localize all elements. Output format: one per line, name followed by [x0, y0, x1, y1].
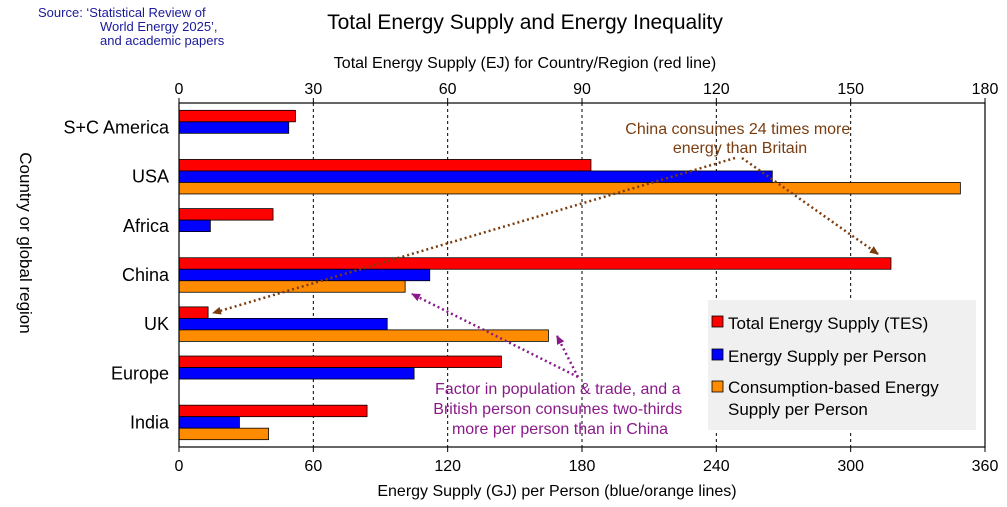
bar-per-person [178, 268, 431, 282]
bars [178, 109, 961, 441]
annotation-uk-arrow-to-china [411, 292, 579, 379]
bar-consumption [178, 182, 961, 195]
bar-tes [178, 404, 368, 418]
bottom-tick-label: 300 [837, 458, 864, 475]
source-line-3: and academic papers [100, 33, 225, 48]
annotation-china-line-1: China consumes 24 times more [625, 121, 850, 138]
legend-label-consumption: Consumption-based Energy Supply per Pers… [728, 378, 943, 419]
top-tick-label: 0 [175, 81, 184, 98]
bar-tes [178, 355, 502, 368]
axis-ticks: 0 60 120 180 240 300 360 0 30 60 90 120 150 180 [175, 81, 999, 475]
bar-per-person [178, 416, 240, 429]
legend-label-tes: Total Energy Supply (TES) [728, 314, 928, 333]
annotation-uk-arrow-to-uk [555, 335, 580, 378]
category-labels: S+C America USA Africa China UK Europe India [63, 118, 170, 433]
annotation-uk-line-3: more per person than in China [452, 421, 668, 438]
bar-tes [178, 306, 209, 319]
top-tick-label: 90 [573, 81, 591, 98]
category-label: India [130, 412, 170, 432]
bar-tes [178, 109, 296, 123]
legend-background [708, 300, 976, 430]
chart-title: Total Energy Supply and Energy Inequalit… [327, 11, 723, 34]
bar-consumption [178, 427, 269, 441]
bottom-axis-label: Energy Supply (GJ) per Person (blue/oran… [377, 483, 736, 500]
top-tick-label: 60 [439, 81, 457, 98]
top-tick-label: 180 [972, 81, 999, 98]
annotation-uk-text: Factor in population & trade, and a Brit… [433, 381, 686, 438]
top-tick-label: 150 [837, 81, 864, 98]
bottom-tick-label: 0 [175, 458, 184, 475]
legend: Total Energy Supply (TES) Energy Supply … [708, 300, 976, 430]
legend-label-per-person: Energy Supply per Person [728, 347, 926, 366]
bar-consumption [178, 329, 549, 342]
annotation-china-text: China consumes 24 times more energy than… [625, 121, 854, 157]
legend-label-consumption-line-1: Consumption-based Energy [728, 378, 939, 397]
category-label: S+C America [63, 118, 170, 138]
bottom-tick-label: 120 [434, 458, 461, 475]
legend-swatch-tes [711, 315, 724, 328]
category-label: Europe [111, 363, 169, 383]
bar-per-person [178, 367, 415, 380]
annotation-uk-line-1: Factor in population & trade, and a [435, 381, 681, 398]
bottom-tick-label: 240 [703, 458, 730, 475]
bar-consumption [178, 280, 406, 293]
bar-per-person [178, 121, 290, 134]
category-label: USA [132, 167, 169, 187]
legend-swatch-per-person [711, 348, 724, 361]
top-tick-label: 120 [703, 81, 730, 98]
bar-per-person [178, 170, 773, 183]
source-line-1: Source: ‘Statistical Review of [38, 5, 206, 20]
annotation-china-arrow-to-uk [212, 156, 736, 315]
source-note: Source: ‘Statistical Review of World Ene… [38, 6, 224, 48]
bar-tes [178, 257, 892, 270]
category-label: China [122, 265, 170, 285]
category-label: UK [144, 314, 169, 334]
annotation-china-vs-britain: China consumes 24 times more energy than… [212, 121, 879, 315]
top-axis-label: Total Energy Supply (EJ) for Country/Reg… [334, 55, 716, 72]
annotation-uk-vs-china: Factor in population & trade, and a Brit… [411, 292, 686, 438]
annotation-uk-line-2: British person consumes two-thirds [433, 401, 682, 418]
legend-swatch-consumption [711, 380, 724, 393]
bar-per-person [178, 219, 211, 233]
bottom-tick-label: 360 [972, 458, 999, 475]
bar-per-person [178, 317, 388, 331]
source-line-2: World Energy 2025’, [100, 19, 218, 34]
plot-frame [178, 102, 986, 448]
bottom-tick-label: 180 [569, 458, 596, 475]
top-tick-label: 30 [304, 81, 322, 98]
bar-tes [178, 159, 592, 172]
legend-label-consumption-line-2: Supply per Person [728, 400, 868, 419]
annotation-china-line-2: energy than Britain [673, 140, 807, 157]
bar-tes [178, 208, 274, 221]
y-axis-label: Country or global region [16, 152, 35, 333]
bottom-tick-label: 60 [304, 458, 322, 475]
category-label: Africa [123, 216, 170, 236]
